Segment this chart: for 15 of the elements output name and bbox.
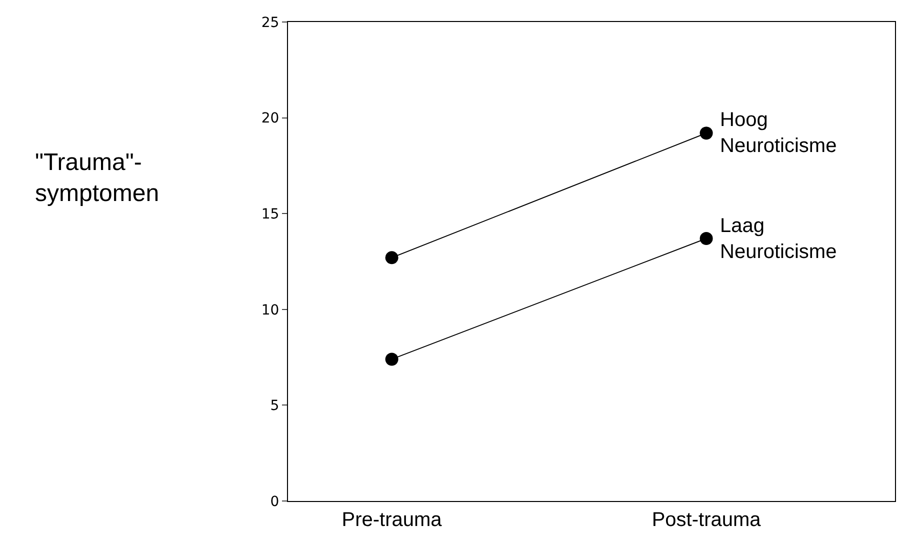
y-tick-label: 25: [261, 14, 280, 31]
text: "Trauma"- symptomen: [35, 149, 160, 208]
y-tick-label: 20: [261, 110, 280, 127]
x-tick-label: Pre-trauma: [342, 509, 443, 531]
y-tick-label: 0: [270, 494, 280, 510]
y-tick-label: 15: [261, 206, 280, 222]
point: [385, 251, 398, 264]
point: [385, 352, 398, 366]
series-label: Laag Neuroticisme: [720, 215, 837, 263]
point: [700, 232, 713, 246]
point: [700, 126, 713, 140]
series-label: Hoog Neuroticisme: [720, 109, 837, 157]
x-tick-label: Post-trauma: [652, 509, 762, 531]
y-tick-label: 5: [270, 398, 280, 414]
y-tick-label: 10: [261, 302, 280, 318]
